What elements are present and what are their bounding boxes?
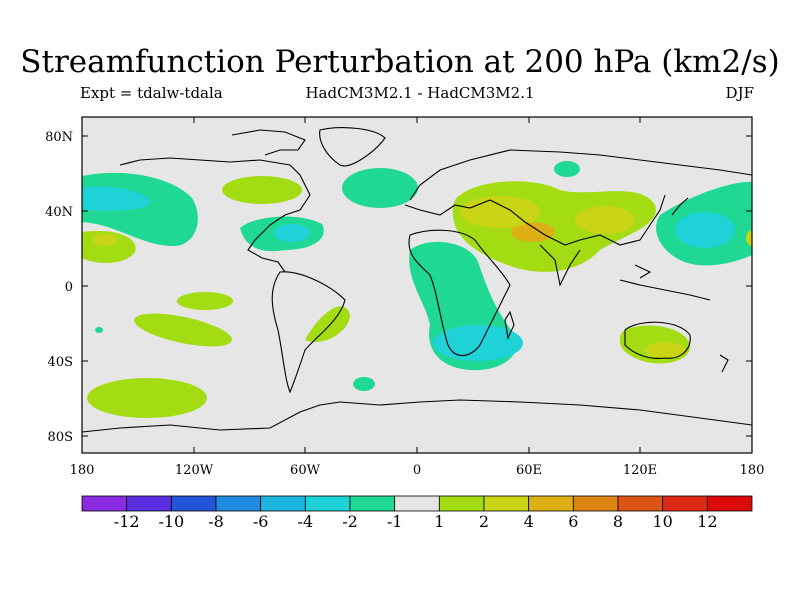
anomaly-middle-east	[511, 222, 555, 242]
anomaly-west-pacific-core	[675, 212, 735, 248]
colorbar-swatch	[170, 495, 217, 512]
anomaly-dot	[93, 234, 117, 246]
colorbar-label: -1	[387, 512, 403, 531]
anomaly-north-america	[222, 176, 302, 204]
lon-ticks	[193, 117, 641, 453]
lon-label: 180	[740, 463, 765, 478]
lon-label: 60E	[516, 463, 542, 478]
colorbar-swatch	[483, 495, 530, 512]
coastlines	[82, 127, 752, 433]
colorbar-swatch	[394, 495, 440, 512]
experiment-label: Expt = tdalw-tdala	[80, 84, 223, 102]
colorbar-label: 8	[613, 512, 623, 531]
lat-label: 80S	[48, 430, 73, 445]
anomaly-greenland	[554, 161, 580, 177]
anomaly-south-america	[305, 306, 350, 342]
colorbar-swatch	[81, 495, 128, 512]
anomaly-south-africa	[433, 325, 523, 361]
anomaly-south-pacific	[134, 313, 232, 347]
anomaly-south-atlantic	[353, 377, 375, 391]
lat-label: 0	[65, 280, 73, 295]
lat-ticks	[82, 135, 752, 437]
lon-label: 60W	[290, 463, 321, 478]
lat-labels: 80N 40N 0 40S 80S	[45, 130, 73, 445]
anomaly-pacific-edge	[746, 230, 752, 246]
colorbar-label: 12	[697, 512, 717, 531]
anomaly-north-pacific-core	[82, 186, 151, 211]
lon-labels: 180 120W 60W 0 60E 120E 180	[70, 463, 765, 478]
colorbar-swatch	[528, 495, 574, 512]
page-title: Streamfunction Perturbation at 200 hPa (…	[20, 44, 780, 80]
colorbar-swatch	[126, 495, 172, 512]
colorbar-swatch	[572, 495, 619, 512]
lon-label: 180	[70, 463, 95, 478]
lon-label: 0	[413, 463, 421, 478]
anomaly-east-asia	[575, 206, 635, 234]
anomaly-southern-ocean	[87, 378, 207, 418]
colorbar-label: -12	[114, 512, 140, 531]
anomaly-field	[82, 127, 752, 433]
colorbar-label: 2	[479, 512, 489, 531]
lat-label: 40N	[45, 205, 73, 220]
colorbar-label: 1	[434, 512, 444, 531]
model-label: HadCM3M2.1 - HadCM3M2.1	[305, 84, 535, 102]
lat-label: 40S	[48, 355, 73, 370]
season-label: DJF	[725, 84, 754, 102]
colorbar-labels: -12 -10 -8 -6 -4 -2 -1 1 2 4 6 8 10 12	[114, 512, 718, 531]
colorbar-swatch	[349, 495, 396, 512]
colorbar-swatch	[215, 495, 262, 512]
anomaly-caribbean-core	[274, 224, 310, 242]
anomaly-central-asia	[460, 196, 540, 228]
colorbar-swatch	[617, 495, 664, 512]
colorbar-swatch	[260, 495, 306, 512]
colorbar-swatch	[706, 495, 753, 512]
colorbar-label: 6	[568, 512, 578, 531]
colorbar-label: -2	[342, 512, 358, 531]
anomaly-north-atlantic	[342, 168, 418, 208]
anomaly-australia-core	[645, 342, 685, 358]
colorbar-swatch	[304, 495, 351, 512]
colorbar-label: 4	[524, 512, 534, 531]
colorbar-label: -8	[208, 512, 224, 531]
anomaly-tiny-dot	[95, 327, 103, 333]
anomaly-south-pacific-small	[177, 292, 233, 310]
colorbar-swatch	[438, 495, 485, 512]
colorbar-swatch	[662, 495, 708, 512]
colorbar	[81, 495, 753, 512]
colorbar-label: -10	[158, 512, 184, 531]
colorbar-label: -6	[253, 512, 269, 531]
lon-label: 120E	[623, 463, 657, 478]
lon-label: 120W	[175, 463, 214, 478]
colorbar-label: 10	[652, 512, 672, 531]
colorbar-label: -4	[298, 512, 314, 531]
lat-label: 80N	[45, 130, 73, 145]
